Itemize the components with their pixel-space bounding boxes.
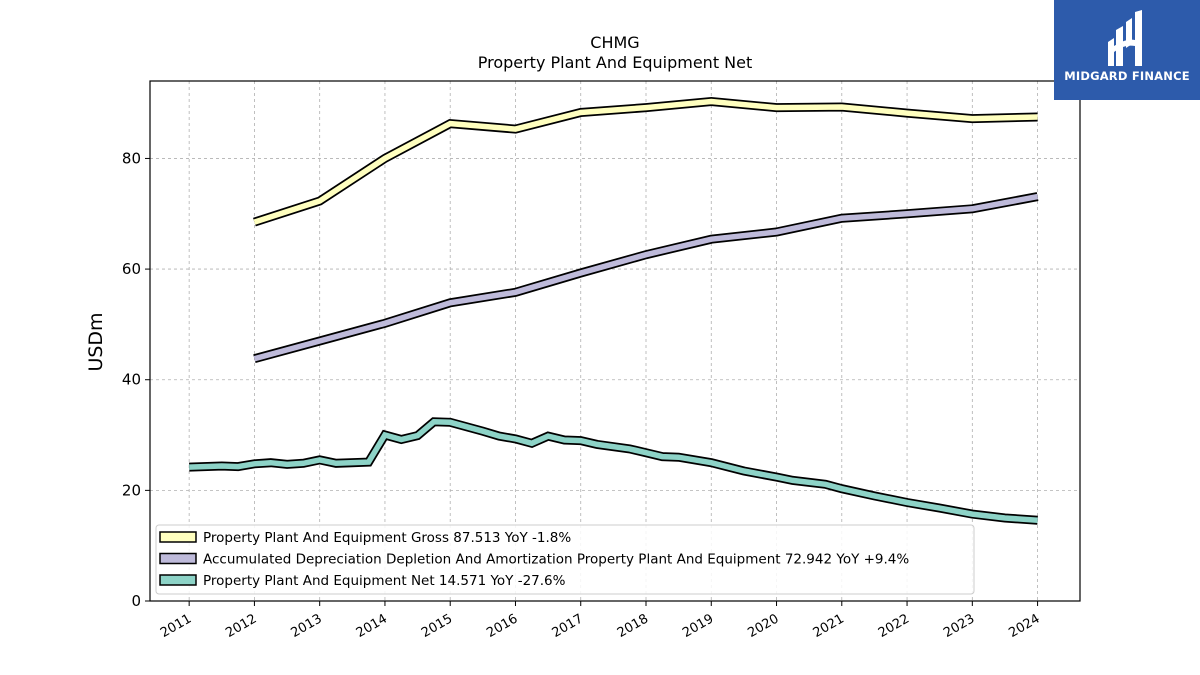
x-tick-label: 2021 [811,611,847,641]
legend-swatch [159,531,197,543]
legend-box [155,524,975,595]
series-line-3 [189,417,1038,525]
chart-title: CHMG [590,33,639,52]
legend-entry: Accumulated Depreciation Depletion And A… [203,552,909,568]
x-tick-label: 2017 [550,611,586,641]
logo-text: MIDGARD FINANCE [1064,69,1190,83]
legend-swatch [159,574,197,586]
x-tick-label: 2023 [941,611,977,641]
series-line-fill [189,419,1038,523]
y-tick-label: 20 [122,481,141,499]
y-axis-ticks: 0 20 40 60 80 [122,149,150,610]
logo-mark-icon [1108,10,1142,66]
brand-logo: MIDGARD FINANCE [1054,0,1200,100]
chart-subtitle: Property Plant And Equipment Net [478,53,753,72]
y-axis-label: USDm [85,312,107,371]
x-tick-label: 2016 [484,611,520,641]
x-tick-label: 2014 [354,611,390,641]
x-tick-label: 2015 [419,611,455,641]
plot-frame [149,80,1081,602]
grid [150,81,1080,602]
x-tick-label: 2018 [615,611,651,641]
x-tick-label: 2020 [745,611,781,641]
x-tick-label: 2011 [158,611,194,641]
x-tick-label: 2012 [223,611,259,641]
series-line-fill [253,193,1039,362]
legend: Property Plant And Equipment Gross 87.51… [155,524,975,595]
y-tick-label: 80 [122,149,141,167]
series-line-1 [253,96,1038,227]
legend-swatch [159,552,197,565]
series-line-fill [253,98,1038,225]
x-tick-label: 2019 [680,611,716,641]
legend-entry: Property Plant And Equipment Net 14.571 … [203,573,566,589]
x-tick-label: 2024 [1006,611,1042,641]
series-line-2 [253,192,1039,364]
legend-entry: Property Plant And Equipment Gross 87.51… [203,530,571,546]
y-tick-label: 0 [131,592,141,610]
series-layer [189,96,1039,525]
y-tick-label: 60 [122,260,141,278]
y-tick-label: 40 [122,371,141,389]
x-tick-label: 2013 [289,611,325,641]
x-axis-ticks: 2011 2012 2013 2014 2015 2016 2017 2018 2019 2020… [158,601,1043,641]
x-tick-label: 2022 [876,611,912,641]
